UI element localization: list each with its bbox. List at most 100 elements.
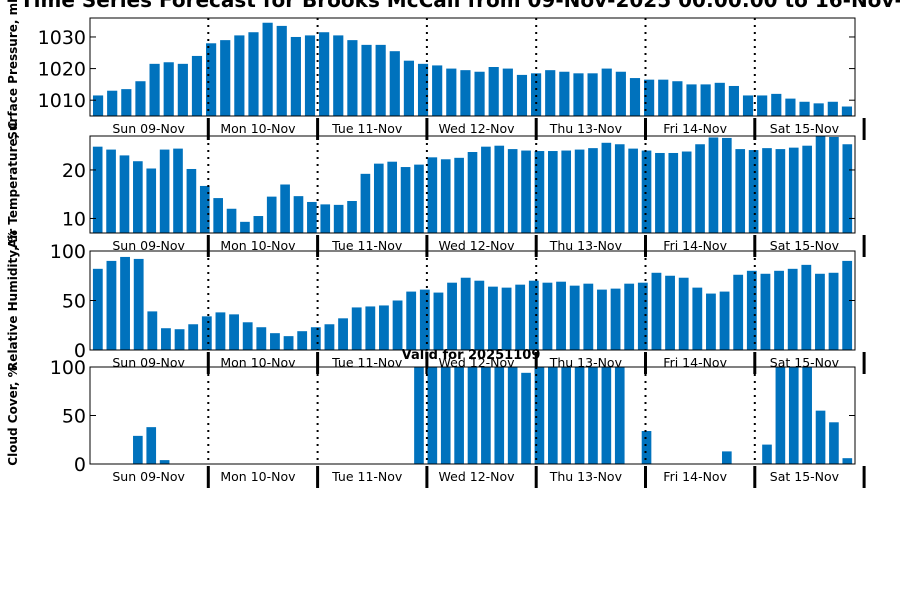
day-label-temperature-5: Fri 14-Nov bbox=[663, 238, 727, 253]
ytick-label-humidity-0: 0 bbox=[74, 340, 86, 362]
bar-cloud-cover-52 bbox=[788, 367, 799, 464]
bar-temperature-25 bbox=[427, 157, 438, 233]
bar-humidity-41 bbox=[651, 272, 662, 350]
bar-cloud-cover-4 bbox=[146, 427, 157, 464]
day-label-pressure-1: Mon 10-Nov bbox=[220, 121, 296, 136]
bar-temperature-38 bbox=[601, 142, 612, 233]
bar-pressure-35 bbox=[587, 73, 598, 116]
bar-temperature-23 bbox=[400, 167, 411, 233]
bar-humidity-14 bbox=[283, 336, 294, 350]
bar-humidity-33 bbox=[542, 282, 553, 350]
ylabel-cloud-cover: Cloud Cover, % bbox=[6, 365, 20, 465]
bar-pressure-10 bbox=[234, 35, 245, 116]
ylabel-pressure: Surface Pressure, mb bbox=[6, 0, 20, 140]
bar-temperature-2 bbox=[119, 155, 130, 233]
day-label-pressure-4: Thu 13-Nov bbox=[549, 121, 623, 136]
bar-humidity-18 bbox=[338, 318, 348, 350]
bar-temperature-43 bbox=[668, 152, 679, 233]
bar-cloud-cover-39 bbox=[614, 367, 625, 464]
bar-temperature-56 bbox=[842, 144, 853, 233]
bar-pressure-4 bbox=[149, 63, 160, 116]
bar-humidity-45 bbox=[706, 293, 716, 350]
bar-temperature-44 bbox=[681, 151, 692, 233]
bar-pressure-11 bbox=[248, 32, 259, 117]
bar-humidity-6 bbox=[174, 329, 185, 350]
bar-pressure-5 bbox=[163, 62, 174, 116]
bar-pressure-46 bbox=[742, 95, 754, 116]
ytick-label-temperature-1: 20 bbox=[62, 160, 86, 182]
bar-temperature-16 bbox=[307, 201, 317, 233]
bar-temperature-35 bbox=[561, 150, 572, 233]
bar-pressure-49 bbox=[785, 98, 796, 116]
day-label-pressure-2: Tue 11-Nov bbox=[331, 121, 403, 136]
bar-pressure-31 bbox=[531, 73, 542, 116]
bar-cloud-cover-27 bbox=[454, 367, 464, 464]
bar-pressure-36 bbox=[601, 68, 612, 116]
bar-temperature-20 bbox=[360, 173, 371, 233]
bar-humidity-23 bbox=[406, 291, 417, 350]
bar-cloud-cover-29 bbox=[481, 367, 491, 464]
bar-humidity-11 bbox=[242, 322, 253, 350]
bar-humidity-39 bbox=[624, 283, 635, 350]
bar-temperature-30 bbox=[494, 145, 505, 233]
day-label-cloud-cover-2: Tue 11-Nov bbox=[331, 469, 403, 484]
bar-cloud-cover-41 bbox=[641, 431, 652, 464]
bar-humidity-42 bbox=[665, 275, 675, 350]
bar-temperature-3 bbox=[133, 161, 143, 233]
bar-humidity-50 bbox=[774, 270, 784, 350]
bar-pressure-16 bbox=[319, 32, 330, 117]
axes-frame-pressure bbox=[89, 17, 856, 117]
bar-pressure-6 bbox=[177, 63, 188, 116]
bar-pressure-18 bbox=[347, 40, 358, 116]
bar-temperature-47 bbox=[722, 137, 732, 233]
bar-temperature-19 bbox=[347, 200, 357, 233]
bar-humidity-29 bbox=[488, 286, 498, 350]
bar-cloud-cover-30 bbox=[494, 367, 505, 464]
bar-humidity-52 bbox=[801, 264, 812, 350]
bar-cloud-cover-28 bbox=[467, 367, 478, 464]
bar-temperature-39 bbox=[614, 144, 625, 233]
bar-pressure-25 bbox=[446, 68, 457, 116]
bar-pressure-50 bbox=[799, 101, 810, 116]
day-label-cloud-cover-6: Sat 15-Nov bbox=[770, 469, 840, 484]
ytick-label-pressure-1: 1020 bbox=[38, 59, 86, 81]
bar-pressure-26 bbox=[460, 70, 471, 116]
day-label-cloud-cover-0: Sun 09-Nov bbox=[112, 469, 185, 484]
bar-pressure-52 bbox=[827, 101, 838, 116]
bar-temperature-55 bbox=[829, 136, 839, 233]
bar-temperature-52 bbox=[788, 147, 799, 233]
day-label-temperature-3: Wed 12-Nov bbox=[439, 238, 516, 253]
bar-temperature-1 bbox=[106, 149, 116, 233]
bar-pressure-51 bbox=[813, 103, 824, 116]
ytick-label-pressure-2: 1030 bbox=[38, 27, 86, 49]
bar-humidity-15 bbox=[297, 331, 308, 350]
bar-pressure-14 bbox=[290, 36, 301, 116]
bar-humidity-12 bbox=[256, 327, 267, 350]
bar-temperature-29 bbox=[481, 146, 491, 233]
bar-cloud-cover-5 bbox=[159, 460, 170, 464]
bar-temperature-18 bbox=[333, 204, 344, 233]
bar-pressure-0 bbox=[92, 95, 104, 116]
day-label-humidity-5: Fri 14-Nov bbox=[663, 355, 727, 370]
bar-cloud-cover-25 bbox=[427, 367, 438, 464]
bar-temperature-27 bbox=[454, 157, 464, 233]
bar-pressure-1 bbox=[107, 90, 118, 116]
bar-humidity-24 bbox=[419, 289, 430, 350]
bar-temperature-34 bbox=[548, 151, 558, 233]
bar-temperature-13 bbox=[266, 196, 277, 234]
bar-humidity-28 bbox=[474, 280, 485, 350]
bar-cloud-cover-37 bbox=[588, 367, 598, 464]
bar-temperature-36 bbox=[574, 149, 585, 233]
bar-humidity-31 bbox=[515, 284, 526, 350]
bar-cloud-cover-53 bbox=[802, 367, 812, 464]
bar-temperature-21 bbox=[373, 163, 384, 233]
bar-pressure-41 bbox=[672, 81, 683, 116]
day-label-cloud-cover-4: Thu 13-Nov bbox=[549, 469, 623, 484]
day-label-cloud-cover-3: Wed 12-Nov bbox=[439, 469, 516, 484]
bar-pressure-17 bbox=[333, 35, 344, 116]
bar-humidity-7 bbox=[188, 324, 199, 350]
bar-humidity-17 bbox=[324, 324, 335, 350]
bar-pressure-34 bbox=[573, 73, 584, 116]
bar-pressure-39 bbox=[644, 79, 655, 116]
day-label-temperature-6: Sat 15-Nov bbox=[770, 238, 840, 253]
